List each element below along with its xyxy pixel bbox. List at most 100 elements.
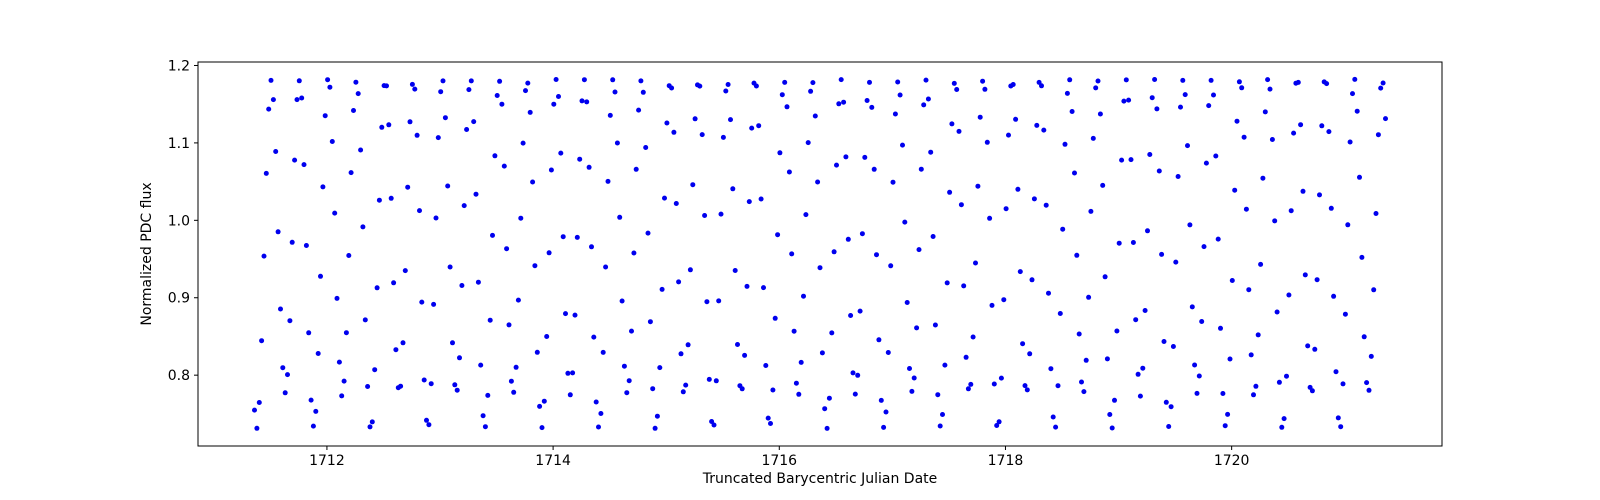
data-point bbox=[289, 239, 295, 245]
data-point bbox=[888, 263, 894, 269]
data-point bbox=[527, 109, 533, 115]
data-point bbox=[428, 381, 434, 387]
data-point bbox=[435, 135, 441, 141]
data-point bbox=[1006, 132, 1011, 138]
data-point bbox=[438, 89, 444, 95]
data-point bbox=[362, 317, 368, 323]
data-point bbox=[739, 386, 745, 392]
data-point bbox=[1161, 339, 1167, 344]
data-point bbox=[1335, 415, 1341, 421]
data-point bbox=[475, 279, 481, 285]
data-point bbox=[574, 234, 580, 240]
data-point bbox=[1102, 274, 1108, 280]
data-point bbox=[629, 328, 634, 334]
data-point bbox=[798, 359, 804, 365]
data-point bbox=[1086, 294, 1092, 300]
x-axis-label: Truncated Barycentric Julian Date bbox=[702, 471, 938, 487]
data-point bbox=[332, 210, 338, 216]
data-point bbox=[567, 392, 573, 398]
data-point bbox=[923, 77, 929, 83]
data-point bbox=[400, 340, 406, 346]
data-point bbox=[1208, 77, 1214, 83]
data-point bbox=[822, 406, 828, 412]
data-point bbox=[911, 375, 917, 381]
data-point bbox=[1062, 141, 1068, 147]
data-point bbox=[398, 383, 404, 389]
data-point bbox=[1220, 391, 1226, 396]
data-point bbox=[871, 166, 877, 172]
data-point bbox=[826, 395, 832, 401]
data-point bbox=[426, 422, 432, 428]
data-point bbox=[982, 86, 988, 92]
data-point bbox=[1255, 332, 1261, 338]
y-tick-label: 1.0 bbox=[168, 213, 190, 229]
data-point bbox=[351, 108, 356, 113]
x-tick-label: 1714 bbox=[535, 453, 571, 469]
y-tick-label: 0.9 bbox=[168, 291, 190, 307]
data-point bbox=[515, 297, 521, 303]
data-point bbox=[1380, 80, 1386, 86]
data-point bbox=[685, 342, 691, 348]
data-point bbox=[1258, 261, 1264, 267]
data-point bbox=[697, 83, 703, 89]
data-point bbox=[445, 183, 451, 189]
data-point bbox=[1137, 393, 1143, 399]
data-point bbox=[947, 189, 953, 195]
data-point bbox=[1305, 343, 1311, 349]
data-point bbox=[991, 381, 997, 387]
data-point bbox=[457, 355, 462, 361]
data-point bbox=[876, 337, 882, 343]
data-point bbox=[563, 311, 568, 317]
data-point bbox=[777, 150, 783, 156]
data-point bbox=[909, 388, 915, 394]
data-point bbox=[447, 264, 453, 270]
data-point bbox=[313, 408, 319, 414]
data-point bbox=[1331, 293, 1337, 299]
data-point bbox=[541, 398, 547, 404]
data-point bbox=[1142, 308, 1148, 313]
data-point bbox=[631, 250, 637, 256]
data-point bbox=[1100, 182, 1106, 188]
data-point bbox=[850, 370, 856, 376]
data-point bbox=[1274, 309, 1280, 315]
data-point bbox=[817, 265, 823, 271]
data-point bbox=[954, 87, 960, 92]
y-tick-label: 1.2 bbox=[168, 58, 190, 74]
data-point bbox=[296, 78, 302, 84]
data-point bbox=[720, 134, 726, 140]
data-point bbox=[925, 96, 931, 102]
data-point bbox=[1333, 369, 1339, 375]
data-point bbox=[857, 308, 863, 314]
data-point bbox=[855, 372, 861, 378]
data-point bbox=[1326, 129, 1332, 135]
data-point bbox=[1175, 174, 1181, 179]
data-point bbox=[935, 392, 941, 398]
data-point bbox=[1043, 202, 1049, 208]
data-point bbox=[669, 85, 675, 91]
data-point bbox=[619, 298, 625, 304]
data-point bbox=[544, 334, 550, 339]
data-point bbox=[327, 84, 333, 90]
data-point bbox=[843, 154, 849, 160]
data-point bbox=[673, 201, 679, 206]
data-point bbox=[1383, 116, 1388, 122]
data-point bbox=[409, 81, 415, 87]
data-point bbox=[1097, 111, 1103, 117]
data-point bbox=[645, 230, 651, 236]
data-point bbox=[1041, 127, 1047, 133]
data-point bbox=[386, 122, 392, 128]
data-point bbox=[702, 213, 708, 218]
data-point bbox=[829, 330, 835, 336]
data-point bbox=[256, 400, 262, 405]
data-point bbox=[756, 123, 762, 129]
data-point bbox=[374, 285, 380, 291]
data-point bbox=[523, 88, 528, 94]
data-point bbox=[1156, 168, 1162, 174]
data-point bbox=[1236, 79, 1242, 85]
data-point bbox=[482, 424, 488, 430]
data-point bbox=[753, 83, 759, 89]
data-point bbox=[732, 268, 738, 273]
data-point bbox=[1145, 228, 1150, 234]
data-point bbox=[553, 77, 559, 82]
